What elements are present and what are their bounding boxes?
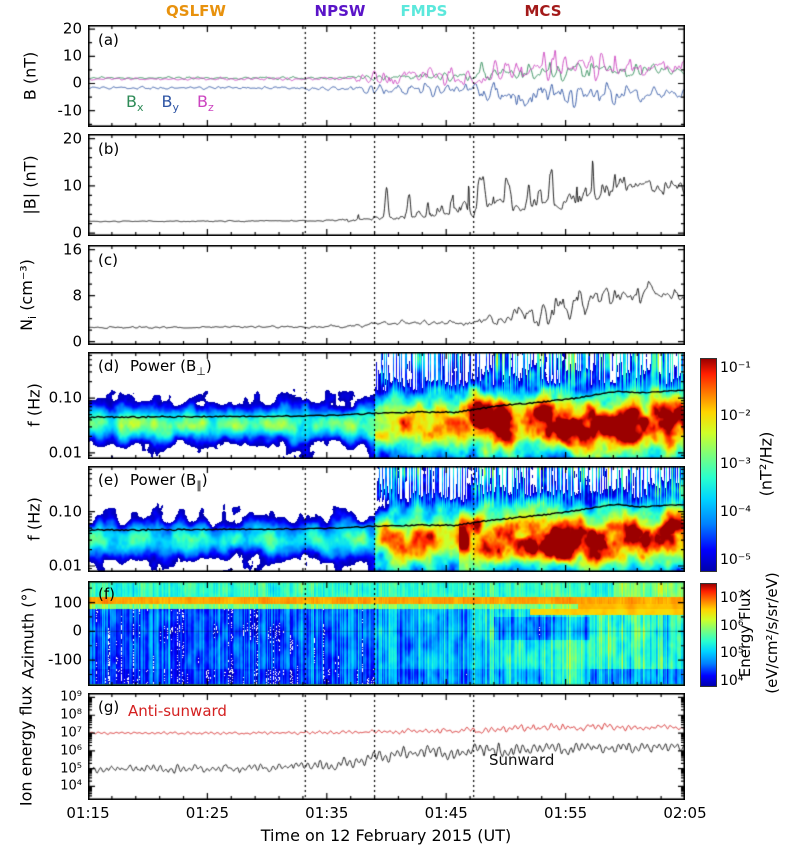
annotation-sunward: Sunward bbox=[489, 751, 555, 769]
legend-item-by: By bbox=[161, 92, 180, 115]
panel-d-letter: (d) bbox=[98, 357, 120, 375]
region-label-fmps: FMPS bbox=[400, 2, 448, 20]
y-tick-label: 0.01 bbox=[48, 556, 82, 575]
colorbar-tick-label: 10⁻⁴ bbox=[720, 504, 751, 521]
panel-e-title: Power (B∥) bbox=[130, 471, 208, 492]
panel-f-azimuth-spectrogram bbox=[88, 581, 685, 686]
panel-e-letter: (e) bbox=[98, 471, 119, 489]
y-tick-label: 0.10 bbox=[48, 502, 82, 521]
colorbar-tick-label: 10⁻³ bbox=[720, 456, 751, 472]
colorbar-power-unit: (nT²/Hz) bbox=[756, 431, 776, 497]
panel-c-letter: (c) bbox=[98, 251, 118, 269]
panel-d-title: Power (B⊥) bbox=[130, 357, 212, 378]
y-tick-label: 10 bbox=[62, 176, 82, 195]
y-tick-label: -10 bbox=[57, 101, 83, 120]
panel-g-ion-energy-flux-plot bbox=[88, 693, 685, 800]
y-tick-label: 10 bbox=[62, 46, 82, 65]
colorbar-tick-label: 10⁻⁵ bbox=[720, 552, 751, 569]
panel-b-field-magnitude-plot bbox=[88, 134, 685, 236]
colorbar-flux-unit: (eV/cm²/s/sr/eV) bbox=[763, 572, 781, 694]
panel-d-power-perp-spectrogram bbox=[88, 352, 685, 459]
annotation-anti-sunward: Anti-sunward bbox=[128, 702, 227, 720]
panel-f-letter: (f) bbox=[98, 585, 115, 603]
colorbar-tick-label: 10⁵ bbox=[720, 645, 744, 662]
colorbar-tick-label: 10⁷ bbox=[720, 590, 744, 607]
colorbar-tick-label: 10⁶ bbox=[720, 617, 744, 634]
region-label-npsw: NPSW bbox=[314, 2, 366, 20]
region-label-mcs: MCS bbox=[524, 2, 562, 20]
y-tick-label: 0 bbox=[72, 223, 82, 242]
x-tick-label: 01:15 bbox=[66, 804, 110, 822]
x-axis-title: Time on 12 February 2015 (UT) bbox=[260, 826, 512, 845]
colorbar-tick-label: 10⁻² bbox=[720, 407, 751, 424]
panel-c-ion-density-plot bbox=[88, 245, 685, 345]
y-tick-label: 20 bbox=[62, 19, 82, 38]
legend-b-components: Bx By Bz bbox=[126, 93, 232, 114]
x-tick-label: 02:05 bbox=[663, 804, 707, 822]
region-label-qslfw: QSLFW bbox=[166, 2, 226, 20]
y-tick-label: 8 bbox=[72, 286, 82, 305]
x-tick-label: 01:55 bbox=[543, 804, 588, 822]
x-tick-label: 01:25 bbox=[185, 804, 230, 822]
y-tick-label: 0 bbox=[72, 621, 82, 640]
x-tick-label: 01:35 bbox=[305, 804, 349, 822]
y-tick-label: 0.01 bbox=[48, 443, 82, 462]
y-tick-label: 10⁸ bbox=[60, 707, 82, 723]
colorbar-energy-flux bbox=[700, 583, 717, 687]
colorbar-tick-label: 10⁴ bbox=[720, 672, 744, 689]
panel-e-power-par-spectrogram bbox=[88, 466, 685, 572]
panel-b-letter: (b) bbox=[98, 140, 120, 158]
y-tick-label: 20 bbox=[62, 129, 82, 148]
panel-a-letter: (a) bbox=[98, 31, 119, 49]
colorbar-power bbox=[700, 358, 717, 572]
y-tick-label: 100 bbox=[53, 593, 82, 612]
x-tick-label: 01:45 bbox=[424, 804, 468, 822]
legend-item-bx: Bx bbox=[126, 92, 144, 115]
y-tick-label: 0.10 bbox=[48, 388, 82, 407]
panel-g-letter: (g) bbox=[98, 698, 120, 716]
y-tick-label: 16 bbox=[62, 240, 82, 259]
y-tick-label: 0 bbox=[72, 73, 82, 92]
y-tick-label: 10⁹ bbox=[60, 689, 82, 705]
y-tick-label: 10⁷ bbox=[60, 725, 82, 741]
y-tick-label: 10⁵ bbox=[60, 761, 82, 777]
panel-a-magnetic-field-plot bbox=[88, 25, 685, 127]
colorbar-tick-label: 10⁻¹ bbox=[720, 359, 751, 376]
y-tick-label: -100 bbox=[47, 650, 82, 669]
y-tick-label: 10⁴ bbox=[60, 778, 82, 794]
y-tick-label: 0 bbox=[72, 332, 82, 351]
y-tick-label: 10⁶ bbox=[60, 743, 82, 759]
legend-item-bz: Bz bbox=[197, 92, 214, 115]
